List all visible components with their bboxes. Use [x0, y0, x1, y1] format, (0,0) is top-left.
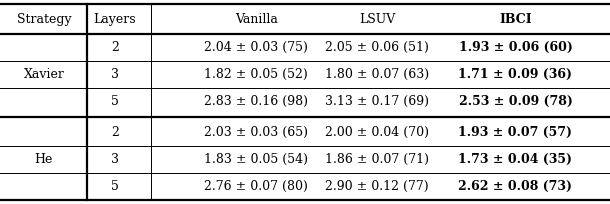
Text: 5: 5: [111, 180, 118, 193]
Text: 1.93 ± 0.07 (57): 1.93 ± 0.07 (57): [459, 126, 572, 139]
Text: 3: 3: [110, 68, 119, 81]
Text: 2: 2: [111, 126, 118, 139]
Text: Xavier: Xavier: [23, 68, 65, 81]
Text: 3: 3: [110, 153, 119, 166]
Text: LSUV: LSUV: [359, 13, 395, 26]
Text: 1.86 ± 0.07 (71): 1.86 ± 0.07 (71): [325, 153, 429, 166]
Text: 5: 5: [111, 95, 118, 108]
Text: 1.82 ± 0.05 (52): 1.82 ± 0.05 (52): [204, 68, 308, 81]
Text: 2.53 ± 0.09 (78): 2.53 ± 0.09 (78): [459, 95, 572, 108]
Text: 2.90 ± 0.12 (77): 2.90 ± 0.12 (77): [325, 180, 429, 193]
Text: 2.83 ± 0.16 (98): 2.83 ± 0.16 (98): [204, 95, 308, 108]
Text: He: He: [35, 153, 53, 166]
Text: 2.03 ± 0.03 (65): 2.03 ± 0.03 (65): [204, 126, 308, 139]
Text: Strategy: Strategy: [16, 13, 71, 26]
Text: 2: 2: [111, 41, 118, 54]
Text: 1.73 ± 0.04 (35): 1.73 ± 0.04 (35): [459, 153, 572, 166]
Text: 1.80 ± 0.07 (63): 1.80 ± 0.07 (63): [325, 68, 429, 81]
Text: 1.83 ± 0.05 (54): 1.83 ± 0.05 (54): [204, 153, 308, 166]
Text: 2.62 ± 0.08 (73): 2.62 ± 0.08 (73): [459, 180, 572, 193]
Text: 2.05 ± 0.06 (51): 2.05 ± 0.06 (51): [325, 41, 429, 54]
Text: 3.13 ± 0.17 (69): 3.13 ± 0.17 (69): [325, 95, 429, 108]
Text: 2.00 ± 0.04 (70): 2.00 ± 0.04 (70): [325, 126, 429, 139]
Text: Vanilla: Vanilla: [235, 13, 278, 26]
Text: 1.71 ± 0.09 (36): 1.71 ± 0.09 (36): [459, 68, 572, 81]
Text: Layers: Layers: [93, 13, 136, 26]
Text: 2.04 ± 0.03 (75): 2.04 ± 0.03 (75): [204, 41, 308, 54]
Text: IBCI: IBCI: [499, 13, 532, 26]
Text: 2.76 ± 0.07 (80): 2.76 ± 0.07 (80): [204, 180, 308, 193]
Text: 1.93 ± 0.06 (60): 1.93 ± 0.06 (60): [459, 41, 572, 54]
